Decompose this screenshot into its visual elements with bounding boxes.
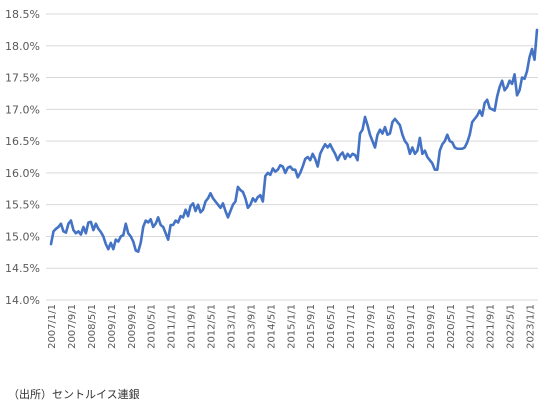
x-tick-label: 2007/1/1	[47, 304, 58, 349]
x-tick-label: 2012/5/1	[207, 304, 218, 349]
y-tick-label: 15.0%	[5, 230, 40, 243]
y-tick-label: 14.0%	[5, 294, 40, 307]
y-tick-label: 17.0%	[5, 103, 40, 116]
x-tick-label: 2015/9/1	[306, 304, 317, 349]
x-tick-label: 2017/9/1	[366, 304, 377, 349]
x-tick-label: 2009/1/1	[107, 304, 118, 349]
x-tick-label: 2014/5/1	[266, 304, 277, 349]
x-tick-label: 2017/1/1	[346, 304, 357, 349]
x-tick-label: 2015/1/1	[286, 304, 297, 349]
x-tick-label: 2023/1/1	[526, 304, 537, 349]
x-tick-label: 2021/1/1	[466, 304, 477, 349]
x-tick-label: 2007/9/1	[67, 304, 78, 349]
series-line	[49, 28, 539, 253]
x-tick-label: 2011/9/1	[187, 304, 198, 349]
source-note: （出所）セントルイス連銀	[8, 388, 140, 401]
x-tick-label: 2019/9/1	[426, 304, 437, 349]
x-tick-label: 2013/9/1	[246, 304, 257, 349]
x-tick-label: 2021/9/1	[486, 304, 497, 349]
x-tick-label: 2016/5/1	[326, 304, 337, 349]
x-tick-label: 2013/1/1	[226, 304, 237, 349]
y-tick-label: 18.5%	[5, 8, 40, 21]
y-tick-label: 14.5%	[5, 262, 40, 275]
x-tick-label: 2010/5/1	[147, 304, 158, 349]
x-tick-label: 2009/9/1	[127, 304, 138, 349]
y-tick-label: 15.5%	[5, 199, 40, 212]
x-tick-label: 2018/5/1	[386, 304, 397, 349]
y-tick-label: 18.0%	[5, 40, 40, 53]
y-axis-ticks: 14.0% 14.5% 15.0% 15.5% 16.0% 16.5% 17.0% 17.5%…	[5, 8, 40, 307]
x-axis-ticks: 2007/1/1 2007/9/1 2008/5/1 2009/1/1 2009/9/1…	[47, 304, 537, 349]
x-tick-label: 2019/1/1	[406, 304, 417, 349]
y-tick-label: 16.0%	[5, 167, 40, 180]
y-tick-label: 16.5%	[5, 135, 40, 148]
y-tick-label: 17.5%	[5, 72, 40, 85]
x-tick-label: 2020/5/1	[446, 304, 457, 349]
x-tick-label: 2022/5/1	[506, 304, 517, 349]
gridlines	[46, 13, 538, 301]
x-tick-label: 2011/1/1	[167, 304, 178, 349]
x-tick-label: 2008/5/1	[87, 304, 98, 349]
